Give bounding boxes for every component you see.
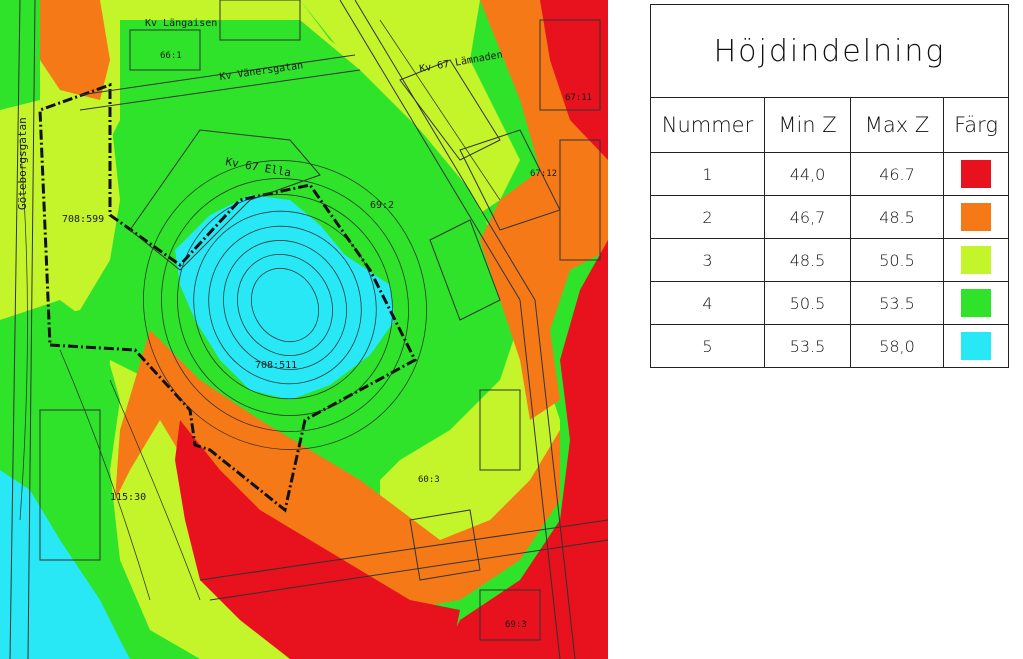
- label-lot-708-599: 708:599: [62, 214, 104, 225]
- header-nummer: Nummer: [650, 97, 765, 153]
- color-swatch: [961, 160, 992, 188]
- color-swatch: [961, 203, 992, 231]
- header-farg: Färg: [942, 97, 1010, 153]
- legend-row: 2 46,7 48.5: [650, 195, 1010, 239]
- row-number: 1: [650, 152, 765, 196]
- color-swatch: [961, 289, 992, 317]
- row-max-z: 50.5: [850, 238, 944, 282]
- label-lot-60-3: 60:3: [418, 475, 440, 485]
- label-lot-67-12: 67:12: [530, 169, 557, 179]
- zone-2-south: [115, 330, 560, 610]
- zone-3-sw: [100, 360, 340, 659]
- label-lot-115-30: 115:30: [110, 492, 146, 503]
- legend-row: 4 50.5 53.5: [650, 281, 1010, 325]
- label-kv-top-number: 66:1: [160, 51, 182, 61]
- map-linework: [9, 0, 608, 659]
- label-street-left: Göteborgsgatan: [16, 117, 29, 210]
- legend-row: 5 53.5 58,0: [650, 324, 1010, 368]
- row-color-cell: [942, 152, 1010, 196]
- legend-row: 1 44,0 46.7: [650, 152, 1010, 196]
- color-swatch: [961, 246, 992, 274]
- zone-1-south: [175, 420, 460, 659]
- row-min-z: 46,7: [764, 195, 851, 239]
- color-swatch: [961, 332, 992, 360]
- label-lot-67-11: 67:11: [565, 93, 592, 103]
- legend-row: 3 48.5 50.5: [650, 238, 1010, 282]
- elevation-legend-table: Höjdindelning Nummer Min Z Max Z Färg 1 …: [649, 4, 1010, 368]
- elevation-map-svg: Kv Längaisen 66:1 Kv Vänersgatan Kv 67 L…: [0, 0, 608, 659]
- row-min-z: 44,0: [764, 152, 851, 196]
- row-number: 5: [650, 324, 765, 368]
- row-min-z: 50.5: [764, 281, 851, 325]
- zone-1-east: [440, 0, 608, 659]
- zone-3-left: [40, 110, 120, 320]
- zone-4-left: [0, 300, 120, 590]
- row-number: 2: [650, 195, 765, 239]
- row-max-z: 48.5: [850, 195, 944, 239]
- label-lot-69-2: 69:2: [370, 200, 394, 211]
- zone-2-top-left: [40, 0, 110, 100]
- label-kv-top: Kv Längaisen: [145, 18, 217, 29]
- row-color-cell: [942, 281, 1010, 325]
- header-max-z: Max Z: [850, 97, 944, 153]
- row-number: 4: [650, 281, 765, 325]
- row-max-z: 58,0: [850, 324, 944, 368]
- zone-5-sw: [0, 470, 130, 659]
- elevation-map[interactable]: Kv Längaisen 66:1 Kv Vänersgatan Kv 67 L…: [0, 0, 608, 659]
- row-color-cell: [942, 238, 1010, 282]
- legend-header-row: Nummer Min Z Max Z Färg: [650, 97, 1010, 153]
- row-min-z: 48.5: [764, 238, 851, 282]
- row-number: 3: [650, 238, 765, 282]
- header-min-z: Min Z: [764, 97, 851, 153]
- contour-lines: [19, 19, 501, 601]
- zone-4-top-left: [0, 0, 40, 110]
- row-color-cell: [942, 195, 1010, 239]
- row-max-z: 53.5: [850, 281, 944, 325]
- legend-title: Höjdindelning: [649, 4, 1010, 98]
- row-min-z: 53.5: [764, 324, 851, 368]
- row-color-cell: [942, 324, 1010, 368]
- label-lot-69-3: 69:3: [505, 620, 527, 630]
- row-max-z: 46.7: [850, 152, 944, 196]
- zone-5-summit: [175, 195, 395, 400]
- label-lot-708-511: 708:511: [255, 360, 297, 371]
